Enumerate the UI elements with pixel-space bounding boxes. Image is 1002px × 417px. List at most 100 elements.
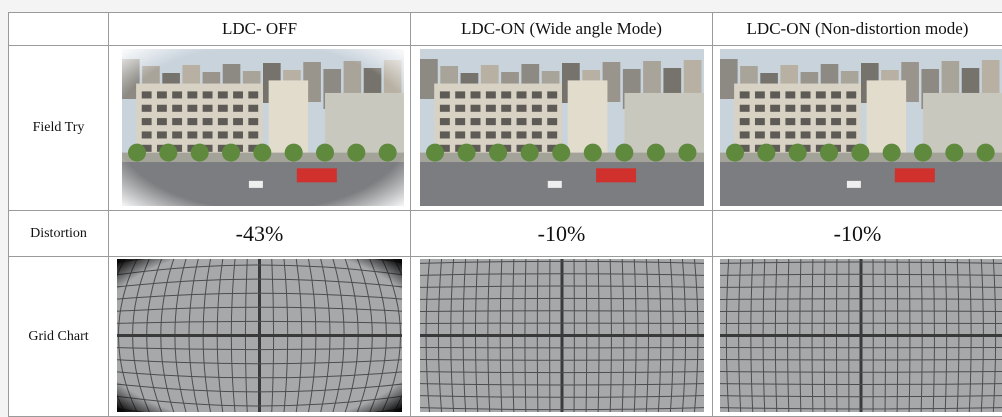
window xyxy=(785,131,795,138)
column-header: LDC-ON (Non-distortion mode) xyxy=(713,12,1002,46)
car xyxy=(847,181,861,188)
window xyxy=(755,118,765,125)
window xyxy=(801,91,811,98)
grid-chart-photo xyxy=(117,259,402,412)
window xyxy=(801,118,811,125)
tree xyxy=(883,144,901,162)
window xyxy=(455,131,465,138)
window xyxy=(501,105,511,112)
window xyxy=(755,105,765,112)
window xyxy=(831,118,841,125)
window xyxy=(770,131,780,138)
tree xyxy=(426,144,444,162)
window xyxy=(770,118,780,125)
window xyxy=(440,118,450,125)
bus xyxy=(596,168,636,182)
tree xyxy=(914,144,932,162)
window xyxy=(486,105,496,112)
row-label: Field Try xyxy=(8,46,109,211)
column-header: LDC- OFF xyxy=(109,12,411,46)
window xyxy=(755,131,765,138)
window xyxy=(532,105,542,112)
window xyxy=(547,131,557,138)
window xyxy=(740,118,750,125)
window xyxy=(517,91,527,98)
window xyxy=(440,131,450,138)
window xyxy=(532,91,542,98)
window xyxy=(517,131,527,138)
window xyxy=(846,91,856,98)
window xyxy=(455,118,465,125)
window xyxy=(486,118,496,125)
field-photo xyxy=(122,49,404,206)
window xyxy=(846,118,856,125)
window xyxy=(471,118,481,125)
vignette xyxy=(117,259,402,412)
window xyxy=(517,105,527,112)
corner-cell xyxy=(8,12,109,46)
window xyxy=(816,131,826,138)
window xyxy=(846,131,856,138)
tree xyxy=(521,144,539,162)
window xyxy=(471,105,481,112)
window xyxy=(816,91,826,98)
window xyxy=(440,91,450,98)
window xyxy=(770,105,780,112)
tree xyxy=(458,144,476,162)
row-label: Grid Chart xyxy=(8,257,109,417)
window xyxy=(770,91,780,98)
window xyxy=(455,105,465,112)
window xyxy=(471,91,481,98)
tree xyxy=(851,144,869,162)
window xyxy=(455,91,465,98)
window xyxy=(471,131,481,138)
tree xyxy=(757,144,775,162)
window xyxy=(501,131,511,138)
bus xyxy=(895,168,935,182)
window xyxy=(831,131,841,138)
window xyxy=(486,131,496,138)
tree xyxy=(552,144,570,162)
road xyxy=(720,159,1002,206)
window xyxy=(547,105,557,112)
grid-chart-photo xyxy=(720,259,1002,412)
tree xyxy=(789,144,807,162)
window xyxy=(816,118,826,125)
window xyxy=(801,105,811,112)
tree xyxy=(820,144,838,162)
road xyxy=(420,159,704,206)
car xyxy=(548,181,562,188)
window xyxy=(816,105,826,112)
window xyxy=(501,118,511,125)
column-header: LDC-ON (Wide angle Mode) xyxy=(411,12,713,46)
window xyxy=(547,91,557,98)
window xyxy=(785,118,795,125)
window xyxy=(785,91,795,98)
window xyxy=(755,91,765,98)
window xyxy=(501,91,511,98)
field-photo xyxy=(420,49,704,206)
distortion-value: -10% xyxy=(713,211,1002,257)
field-photo xyxy=(720,49,1002,206)
window xyxy=(785,105,795,112)
tree xyxy=(726,144,744,162)
window xyxy=(740,91,750,98)
tree xyxy=(977,144,995,162)
window xyxy=(532,131,542,138)
window xyxy=(740,105,750,112)
distortion-value: -10% xyxy=(411,211,713,257)
vignette xyxy=(122,49,404,206)
window xyxy=(740,131,750,138)
tree xyxy=(615,144,633,162)
tree xyxy=(584,144,602,162)
window xyxy=(440,105,450,112)
tree xyxy=(489,144,507,162)
grid-chart-photo xyxy=(420,259,704,412)
window xyxy=(532,118,542,125)
tree xyxy=(647,144,665,162)
window xyxy=(517,118,527,125)
tree xyxy=(945,144,963,162)
window xyxy=(846,105,856,112)
window xyxy=(486,91,496,98)
